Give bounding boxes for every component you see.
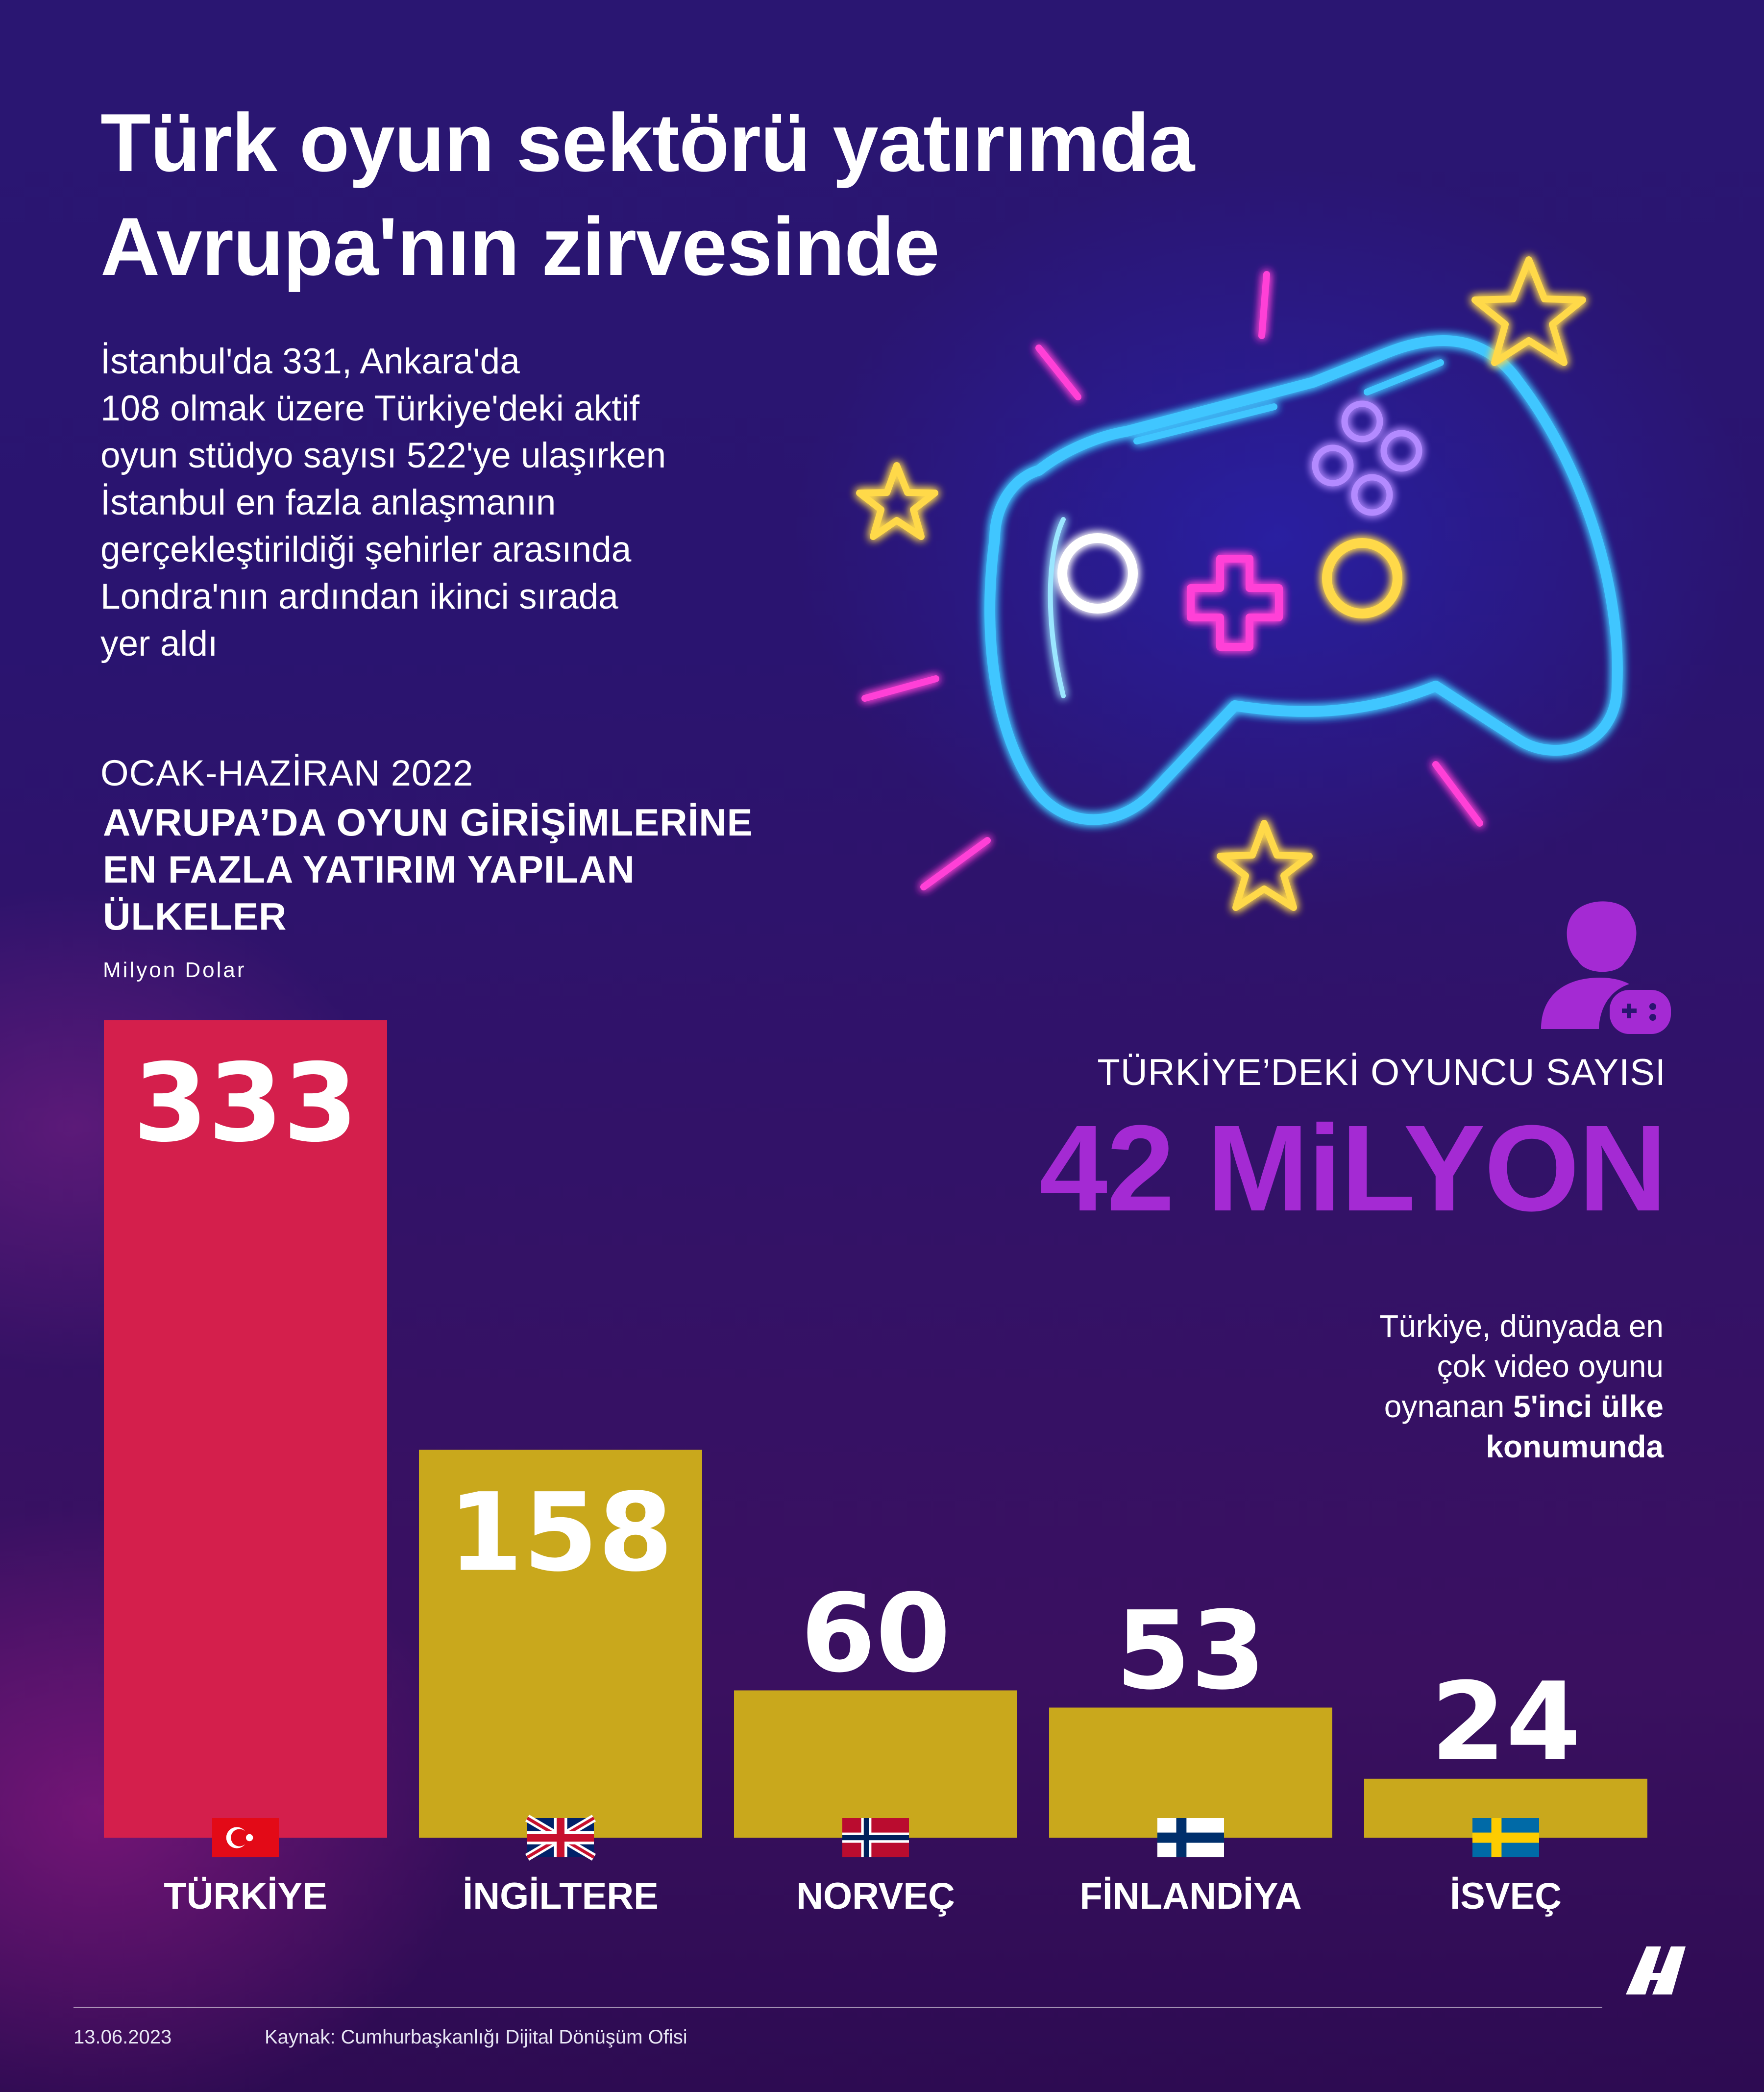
norway-flag-icon: [842, 1818, 909, 1857]
bar-value-label: 24: [1431, 1659, 1581, 1785]
star-icon: [1217, 820, 1313, 911]
chart-title: AVRUPA’DA OYUN GİRİŞİMLERİNE EN FAZLA YA…: [103, 799, 838, 940]
bar-value-label: 158: [448, 1470, 673, 1596]
ranking-word: oynanan: [1384, 1389, 1505, 1424]
chart-title-line: AVRUPA’DA OYUN GİRİŞİMLERİNE: [103, 801, 753, 844]
bar-value-label: 53: [1116, 1588, 1266, 1714]
category-label: FİNLANDİYA: [1079, 1875, 1301, 1917]
intro-line: oyun stüdyo sayısı 522'ye ulaşırken: [100, 436, 666, 475]
neon-rays: [861, 271, 1483, 890]
chart-unit: Milyon Dolar: [103, 958, 246, 982]
gamepad-illustration: [856, 256, 1623, 911]
category-label: İSVEÇ: [1450, 1875, 1562, 1917]
intro-line: İstanbul en fazla anlaşmanın: [100, 483, 556, 522]
star-icon: [856, 462, 938, 540]
uk-flag-icon: [525, 1815, 596, 1861]
bar: [104, 1020, 387, 1838]
player-count-value: 42 MiLYON: [1039, 1100, 1667, 1236]
intro-line: Londra'nın ardından ikinci sırada: [100, 577, 618, 616]
title-line-2: Avrupa'nın zirvesinde: [100, 200, 940, 293]
player-count-label: TÜRKİYE’DEKİ OYUNCU SAYISI: [1097, 1052, 1666, 1093]
intro-line: yer aldı: [100, 624, 218, 664]
category-label: İNGİLTERE: [463, 1875, 659, 1917]
bar-chart: 333 TÜRKİYE 158 İNGİLTERE 60 NORVEÇ 53 FİNLANDİ…: [104, 1020, 1647, 1917]
publish-date: 13.06.2023: [74, 2026, 172, 2048]
intro-line: İstanbul'da 331, Ankara'da: [100, 342, 520, 381]
chart-title-line: EN FAZLA YATIRIM YAPILAN: [103, 848, 635, 891]
category-label: TÜRKİYE: [164, 1875, 327, 1917]
source-text: Kaynak: Cumhurbaşkanlığı Dijital Dönüşüm…: [265, 2026, 687, 2048]
gamepad-icon: [984, 335, 1623, 825]
bar-value-label: 333: [133, 1040, 358, 1166]
star-icon: [1471, 256, 1586, 366]
ranking-line: Türkiye, dünyada en: [1379, 1308, 1664, 1344]
title-line-1: Türk oyun sektörü yatırımda: [100, 97, 1195, 189]
intro-text: İstanbul'da 331, Ankara'da 108 olmak üze…: [100, 338, 811, 667]
chart-period: OCAK-HAZİRAN 2022: [100, 753, 474, 793]
sweden-flag-icon: [1472, 1818, 1539, 1857]
finland-flag-icon: [1157, 1818, 1224, 1857]
bar-value-label: 60: [801, 1571, 951, 1696]
turkey-flag-icon: [212, 1818, 279, 1857]
intro-line: 108 olmak üzere Türkiye'deki aktif: [100, 389, 639, 428]
bar: [734, 1690, 1017, 1838]
bar: [1049, 1707, 1332, 1838]
chart-title-line: ÜLKELER: [103, 895, 287, 938]
ranking-highlight: 5'inci ülke: [1513, 1389, 1664, 1424]
intro-line: gerçekleştirildiği şehirler arasında: [100, 530, 632, 569]
footer-divider: [74, 2007, 1602, 2008]
aa-logo-icon: [1626, 1946, 1686, 1994]
bar: [419, 1450, 702, 1838]
player-icon: [1541, 901, 1671, 1034]
page-title: Türk oyun sektörü yatırımda Avrupa'nın z…: [100, 91, 1374, 298]
category-label: NORVEÇ: [796, 1875, 955, 1917]
ranking-line: konumunda: [1486, 1429, 1664, 1464]
ranking-line: çok video oyunu: [1437, 1349, 1664, 1384]
ranking-line: oynanan 5'inci ülke: [1223, 1386, 1664, 1427]
ranking-text: Türkiye, dünyada en çok video oyunu oyna…: [1223, 1306, 1664, 1467]
